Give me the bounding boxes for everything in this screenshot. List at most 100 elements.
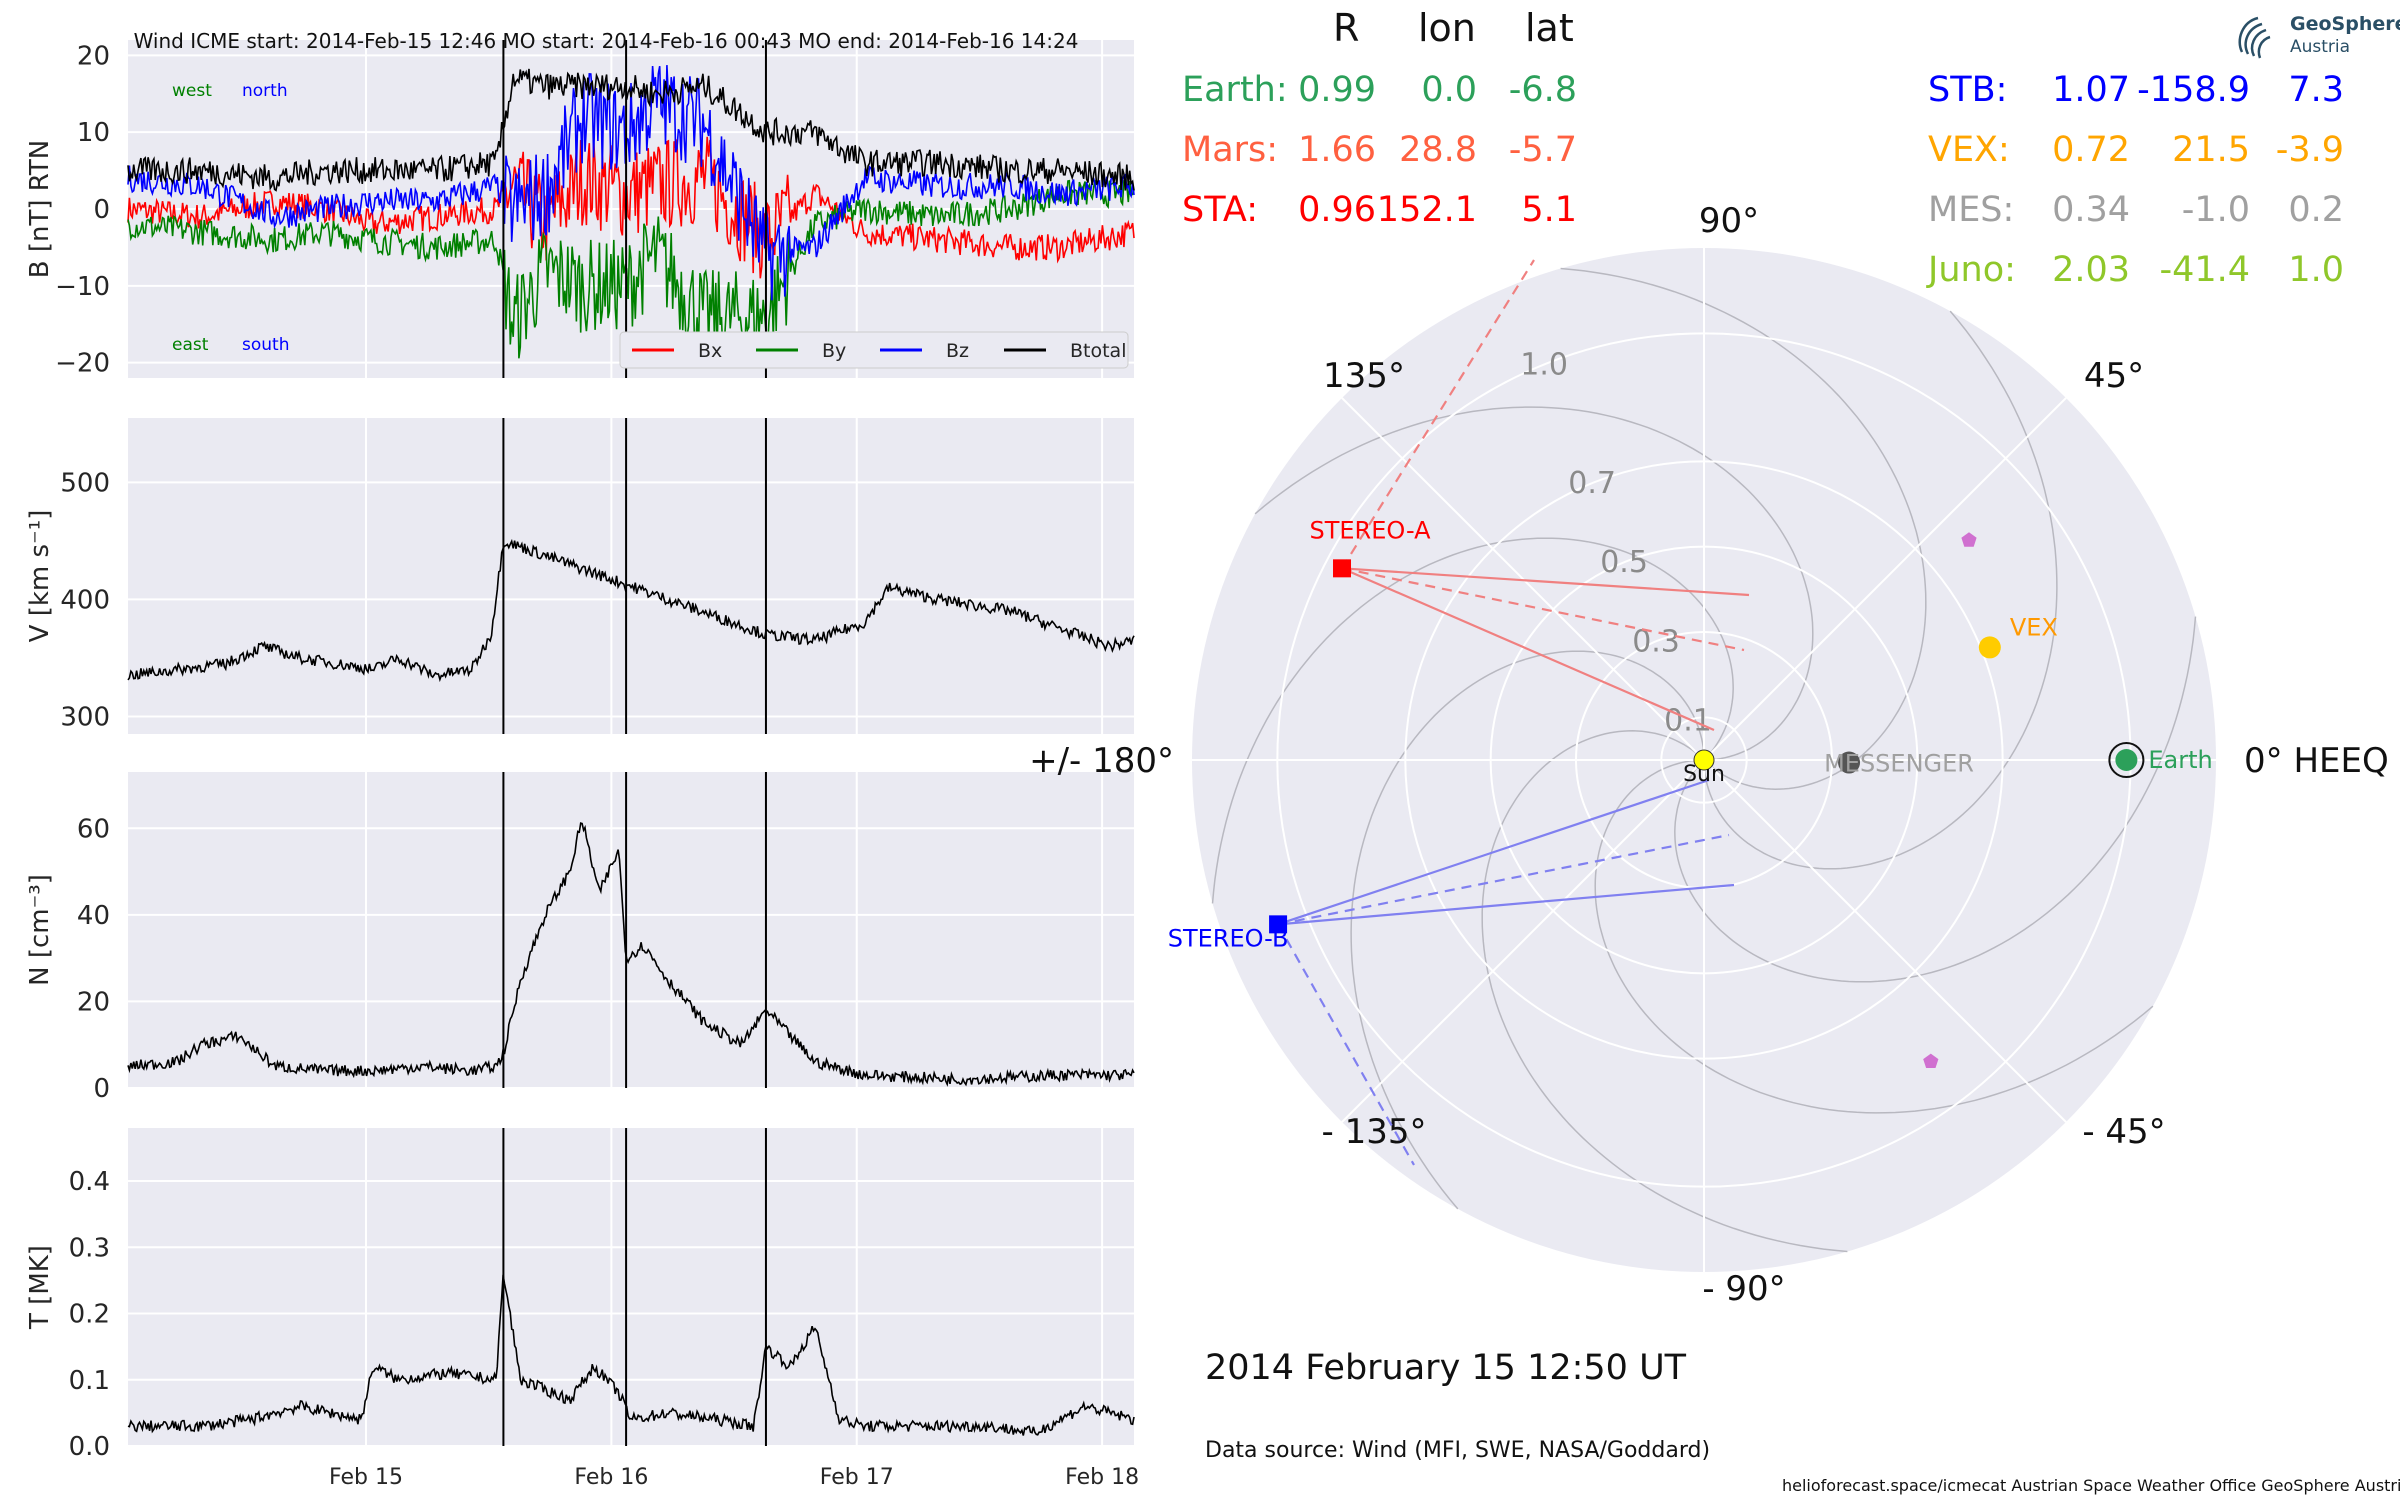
y-axis-label: B [nT] RTN xyxy=(25,140,55,279)
north-label: north xyxy=(242,81,288,101)
y-tick-label: 0.1 xyxy=(69,1366,110,1396)
y-tick-label: 10 xyxy=(77,118,110,148)
y-tick-label: 0.3 xyxy=(69,1233,110,1263)
y-tick-label: 40 xyxy=(77,901,110,931)
logo-line1: GeoSphere xyxy=(2290,13,2400,35)
table-cell-lat: -6.8 xyxy=(1508,70,1577,110)
table-header-lon: lon xyxy=(1418,6,1476,50)
panel-background xyxy=(128,1128,1134,1446)
stereo-a-marker xyxy=(1333,559,1352,578)
earth-marker xyxy=(2115,749,2138,771)
legend-label: By xyxy=(822,340,846,362)
legend-label: Btotal xyxy=(1070,340,1126,362)
juno-marker xyxy=(1923,1053,1939,1068)
y-axis-label: N [cm⁻³] xyxy=(25,874,55,986)
panel-background xyxy=(128,772,1134,1088)
table-header-lat: lat xyxy=(1525,6,1574,50)
angle-label: 90° xyxy=(1699,201,1759,241)
panel-background xyxy=(128,418,1134,734)
y-tick-label: 20 xyxy=(77,41,110,71)
legend-box xyxy=(619,331,1129,369)
y-tick-label: 0.2 xyxy=(69,1300,110,1330)
south-label: south xyxy=(242,335,289,355)
radial-tick-label: 0.3 xyxy=(1632,624,1680,659)
series-line-Btotal xyxy=(127,68,1135,192)
date-label: 2014 February 15 12:50 UT xyxy=(1205,1348,1687,1388)
angle-label: - 45° xyxy=(2082,1112,2165,1152)
sun-marker xyxy=(1693,749,1715,771)
table-cell-r: 0.34 xyxy=(2052,190,2130,230)
logo-icon xyxy=(2238,16,2271,59)
table-row-name: Juno: xyxy=(1928,250,2016,290)
table-row-name: STB: xyxy=(1928,70,2008,110)
table-cell-lon: -41.4 xyxy=(2159,250,2250,290)
earth-label: Earth xyxy=(2148,746,2212,774)
vex-label: VEX xyxy=(2010,613,2058,641)
table-row-name: VEX: xyxy=(1928,130,2010,170)
table-cell-lat: -5.7 xyxy=(1508,130,1577,170)
angle-label: - 135° xyxy=(1322,1112,1427,1152)
series-line-speed xyxy=(127,538,1135,683)
stereo-a-label: STEREO-A xyxy=(1310,516,1432,544)
panel-title: Wind ICME start: 2014-Feb-15 12:46 MO st… xyxy=(134,29,1079,53)
x-tick-label: Feb 16 xyxy=(574,1465,648,1490)
messenger-label: MESSENGER xyxy=(1824,750,1974,778)
table-cell-lat: 5.1 xyxy=(1521,190,1577,230)
table-cell-lon: 0.0 xyxy=(1421,70,1477,110)
table-row-name: MES: xyxy=(1928,190,2015,230)
x-tick-label: Feb 17 xyxy=(820,1465,894,1490)
table-cell-lon: 152.1 xyxy=(1376,190,1477,230)
y-axis-label: T [MK] xyxy=(25,1245,55,1330)
y-tick-label: 20 xyxy=(77,987,110,1017)
footer-label: helioforecast.space/icmecat Austrian Spa… xyxy=(1782,1476,2400,1495)
east-label: east xyxy=(172,335,209,355)
table-cell-lat: -3.9 xyxy=(2275,130,2344,170)
stereo-b-marker xyxy=(1269,915,1288,934)
geosphere-logo: GeoSphere Austria xyxy=(2232,12,2400,62)
y-tick-label: 400 xyxy=(60,585,110,615)
y-tick-label: 0 xyxy=(93,1074,110,1104)
table-cell-r: 0.96 xyxy=(1298,190,1376,230)
y-axis-label: V [km s⁻¹] xyxy=(25,510,55,643)
angular-spoke xyxy=(1703,759,2067,1123)
radial-tick-label: 0.1 xyxy=(1664,703,1712,738)
logo-line2: Austria xyxy=(2290,37,2351,57)
messenger-marker xyxy=(1838,751,1861,774)
y-tick-label: 500 xyxy=(60,468,110,498)
angular-spoke xyxy=(1703,397,2067,761)
series-line-density xyxy=(127,822,1135,1087)
table-cell-r: 1.66 xyxy=(1298,130,1376,170)
table-cell-lat: 7.3 xyxy=(2288,70,2344,110)
vex-marker xyxy=(1978,636,2001,659)
field-line xyxy=(1341,567,1715,732)
field-line xyxy=(1341,567,1750,597)
earth-ring xyxy=(2108,742,2145,778)
field-line xyxy=(1277,883,1735,926)
x-tick-label: Feb 15 xyxy=(329,1465,403,1490)
field-line xyxy=(1277,923,1415,1166)
angle-label: 0° HEEQ xyxy=(2244,741,2389,781)
series-line-Bz xyxy=(127,65,1135,301)
table-cell-lon: 21.5 xyxy=(2172,130,2250,170)
series-line-temperature xyxy=(127,1274,1135,1436)
table-cell-lon: -1.0 xyxy=(2181,190,2250,230)
data-source-label: Data source: Wind (MFI, SWE, NASA/Goddar… xyxy=(1205,1438,1711,1463)
table-cell-r: 0.72 xyxy=(2052,130,2130,170)
table-row-name: Mars: xyxy=(1182,130,1279,170)
y-tick-label: 0.0 xyxy=(69,1432,110,1462)
y-tick-label: 0.4 xyxy=(69,1167,110,1197)
radial-tick-label: 0.7 xyxy=(1568,466,1616,501)
table-cell-r: 0.99 xyxy=(1298,70,1376,110)
table-cell-r: 2.03 xyxy=(2052,250,2130,290)
table-row-name: Earth: xyxy=(1182,70,1288,110)
y-tick-label: −10 xyxy=(55,272,110,302)
y-tick-label: 0 xyxy=(93,195,110,225)
table-cell-lon: 28.8 xyxy=(1399,130,1477,170)
radial-tick-label: 1.0 xyxy=(1520,347,1568,382)
y-tick-label: 60 xyxy=(77,814,110,844)
y-tick-label: 300 xyxy=(60,702,110,732)
field-line xyxy=(1341,567,1745,652)
y-tick-label: −20 xyxy=(55,349,110,379)
